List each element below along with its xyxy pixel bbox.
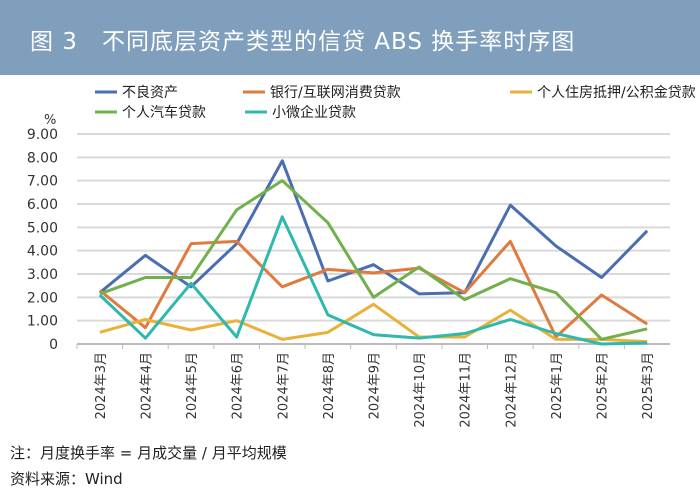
note-source: 资料来源：Wind: [10, 470, 123, 488]
x-tick-label: 2024年7月: [276, 352, 291, 419]
x-tick-label: 2024年11月: [459, 352, 474, 428]
y-tick-label: 7.00: [27, 174, 58, 190]
legend-label: 个人汽车贷款: [122, 104, 206, 121]
legend-label: 小微企业贷款: [272, 104, 356, 121]
y-tick-label: 2.00: [27, 290, 58, 306]
legend-label: 银行/互联网消费贷款: [270, 85, 401, 101]
y-tick-label: 0: [49, 337, 58, 353]
y-tick-label: 6.00: [27, 197, 58, 213]
chart-title: 图 3 不同底层资产类型的信贷 ABS 换手率时序图: [30, 29, 576, 55]
series-line: [98, 159, 649, 296]
note-formula: 注：月度换手率 = 月成交量 / 月平均规模: [10, 444, 287, 462]
x-tick-label: 2025年3月: [641, 352, 656, 419]
series-line: [98, 215, 648, 346]
series-line: [99, 179, 648, 341]
x-tick-label: 2024年5月: [185, 352, 200, 419]
x-tick-label: 2024年6月: [231, 352, 246, 419]
x-tick-label: 2024年10月: [413, 352, 428, 428]
title-bar: 图 3 不同底层资产类型的信贷 ABS 换手率时序图: [0, 0, 700, 75]
series-line: [99, 302, 648, 344]
x-tick-label: 2025年1月: [550, 352, 565, 419]
y-tick-label: 3.00: [27, 267, 58, 283]
x-tick-label: 2025年2月: [596, 352, 611, 419]
y-tick-label: 4.00: [27, 244, 58, 260]
x-tick-label: 2024年3月: [94, 352, 109, 419]
y-tick-label: 8.00: [27, 150, 58, 166]
y-tick-label: 1.00: [27, 314, 58, 330]
line-chart: 0 1.00 2.00 3.00 4.00 5.00 6.00 7.00 8.00 9.00% 20…: [27, 85, 696, 428]
x-tick-label: 2024年8月: [322, 352, 337, 419]
x-tick-label: 2024年4月: [139, 352, 154, 419]
legend-label: 不良资产: [122, 85, 178, 101]
y-tick-label: 5.00: [27, 220, 58, 236]
series-line: [98, 239, 649, 339]
x-tick-label: 2024年12月: [504, 352, 519, 428]
legend-label: 个人住房抵押/公积金贷款: [537, 85, 696, 101]
y-axis-unit: %: [44, 113, 56, 128]
x-tick-label: 2024年9月: [368, 352, 383, 419]
y-tick-label: 9.00: [27, 127, 58, 143]
